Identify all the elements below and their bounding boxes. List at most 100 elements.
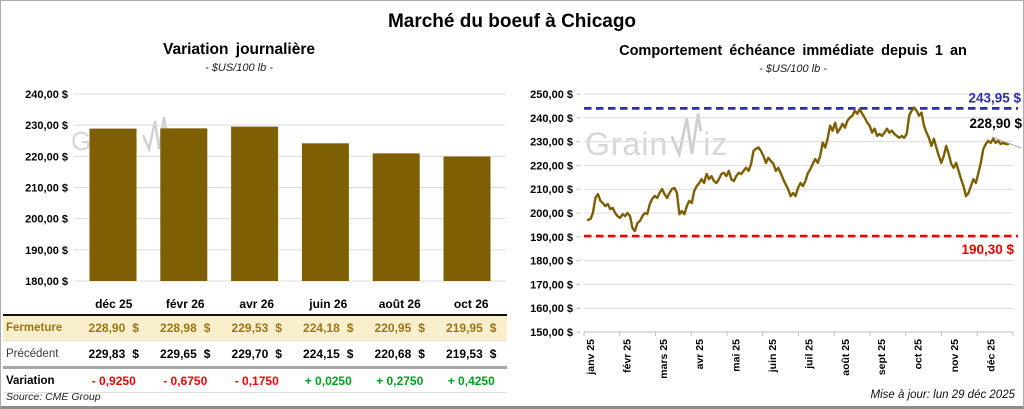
table-cell: 220,68 $ bbox=[364, 347, 436, 361]
y-tick-label: 150,00 $ bbox=[530, 327, 573, 339]
currency-symbol: $ bbox=[489, 321, 497, 335]
x-tick-label: avr 25 bbox=[694, 339, 706, 370]
cell-value: 229,53 bbox=[231, 321, 269, 335]
table-cell: - 0,9250 bbox=[78, 374, 150, 388]
price-table: déc 25 févr 26 avr 26 juin 26 août 26 oct 26 F… bbox=[3, 293, 507, 393]
y-tick-label: 240,00 $ bbox=[530, 113, 573, 125]
resistance-label: 243,95 $ bbox=[968, 90, 1021, 105]
x-tick-label: nov 25 bbox=[949, 339, 961, 372]
cell-value: 229,65 bbox=[160, 346, 197, 361]
y-tick-label: 190,00 $ bbox=[530, 232, 573, 244]
line-chart-subtitle: - $US/100 lb - bbox=[759, 63, 827, 75]
cell-value: 229,83 bbox=[88, 346, 126, 361]
leader-line bbox=[991, 136, 1022, 149]
table-cell: + 0,4250 bbox=[436, 374, 508, 388]
currency-symbol: $ bbox=[346, 321, 354, 335]
cell-value: 224,18 bbox=[303, 321, 340, 335]
watermark-text-prefix: Grain bbox=[585, 126, 669, 162]
bar bbox=[443, 156, 491, 281]
table-cell: 229,83 $ bbox=[78, 347, 150, 361]
table-cell: 229,70 $ bbox=[221, 347, 293, 361]
y-tick-label: 250,00 $ bbox=[530, 89, 573, 101]
y-tick-label: 240,00 $ bbox=[25, 89, 68, 101]
y-tick-label: 180,00 $ bbox=[25, 276, 68, 288]
bar bbox=[89, 128, 137, 281]
update-note: Mise à jour: lun 29 déc 2025 bbox=[870, 389, 1015, 401]
currency-symbol: $ bbox=[275, 321, 282, 335]
currency-symbol: $ bbox=[489, 346, 497, 361]
table-cell: 220,95 $ bbox=[364, 321, 436, 335]
cell-value: 228,90 bbox=[88, 321, 126, 335]
currency-symbol: $ bbox=[418, 346, 425, 361]
cell-value: 228,98 bbox=[160, 321, 197, 335]
table-cell: - 0,6750 bbox=[150, 374, 222, 388]
page-title: Marché du boeuf à Chicago bbox=[387, 11, 637, 32]
x-tick-label: févr 25 bbox=[621, 339, 633, 373]
y-tick-label: 230,00 $ bbox=[530, 137, 573, 149]
currency-symbol: $ bbox=[132, 321, 139, 335]
price-line bbox=[586, 106, 1010, 233]
table-cell: 228,90 $ bbox=[78, 321, 150, 335]
y-tick-label: 160,00 $ bbox=[530, 303, 573, 315]
table-cell: + 0,2750 bbox=[364, 374, 436, 388]
x-tick-label: juin 25 bbox=[767, 339, 779, 373]
table-row-previous: Précédent 229,83 $229,65 $229,70 $ 224,15 $220… bbox=[3, 341, 507, 369]
x-tick-label: mai 25 bbox=[731, 339, 743, 372]
table-cell: 224,18 $ bbox=[293, 321, 365, 335]
cell-value: - 0,9250 bbox=[91, 373, 136, 388]
column-header: avr 26 bbox=[239, 296, 275, 311]
bar-chart: 240,00 $ 230,00 $ 220,00 $ 210,00 $ 200,00 $… bbox=[25, 89, 506, 288]
x-tick-label: juil 25 bbox=[803, 339, 815, 370]
x-tick-label: sept 25 bbox=[876, 339, 888, 375]
column-header: déc 25 bbox=[95, 296, 133, 311]
currency-symbol: $ bbox=[346, 346, 354, 361]
watermark-zigzag-icon bbox=[141, 116, 167, 153]
row-label: Variation bbox=[6, 374, 55, 387]
currency-symbol: $ bbox=[203, 346, 211, 361]
source-note: Source: CME Group bbox=[6, 391, 101, 403]
cell-value: - 0,1750 bbox=[234, 373, 279, 388]
row-label: Fermeture bbox=[6, 322, 63, 334]
cell-value: + 0,0250 bbox=[304, 373, 352, 388]
bar-chart-subtitle: - $US/100 lb - bbox=[205, 62, 273, 74]
currency-symbol: $ bbox=[132, 346, 139, 361]
support-label: 190,30 $ bbox=[961, 242, 1014, 257]
x-tick-label: août 25 bbox=[840, 339, 852, 376]
x-tick-label: oct 25 bbox=[913, 339, 925, 370]
cell-value: + 0,2750 bbox=[376, 373, 424, 388]
bar bbox=[231, 126, 279, 281]
cell-value: 224,15 bbox=[303, 346, 340, 361]
bar-chart-title: Variation journalière bbox=[162, 41, 316, 58]
column-header: août 26 bbox=[378, 296, 421, 311]
y-tick-label: 190,00 $ bbox=[25, 245, 68, 257]
bar bbox=[160, 128, 208, 281]
line-chart-title: Comportement échéance immédiate depuis 1… bbox=[619, 43, 967, 59]
column-header: févr 26 bbox=[165, 296, 205, 311]
x-tick-label: janv 25 bbox=[585, 339, 597, 376]
x-tick-label: déc 25 bbox=[985, 339, 997, 372]
table-header-row: déc 25 févr 26 avr 26 juin 26 août 26 oct 26 bbox=[3, 293, 507, 316]
currency-symbol: $ bbox=[418, 321, 425, 335]
row-label: Précédent bbox=[6, 347, 59, 360]
y-tick-label: 180,00 $ bbox=[530, 256, 573, 268]
currency-symbol: $ bbox=[275, 346, 282, 361]
x-tick-label: mars 25 bbox=[658, 339, 670, 379]
table-cell: + 0,0250 bbox=[293, 374, 365, 388]
y-tick-label: 220,00 $ bbox=[25, 151, 68, 163]
table-cell: 228,98 $ bbox=[150, 321, 222, 335]
y-tick-label: 200,00 $ bbox=[530, 208, 573, 220]
y-tick-label: 220,00 $ bbox=[530, 160, 573, 172]
table-cell: 224,15 $ bbox=[293, 347, 365, 361]
cell-value: 220,95 bbox=[374, 321, 412, 335]
cell-value: 219,53 bbox=[446, 346, 483, 361]
bar bbox=[301, 143, 349, 281]
cell-value: 219,95 bbox=[446, 321, 483, 335]
y-tick-label: 170,00 $ bbox=[530, 279, 573, 291]
table-row-close: Fermeture 228,90 $228,98 $229,53 $224,18 $220… bbox=[3, 316, 507, 341]
watermark-right: Grain iz bbox=[585, 111, 728, 160]
table-cell: - 0,1750 bbox=[221, 374, 293, 388]
y-tick-label: 210,00 $ bbox=[530, 184, 573, 196]
y-tick-label: 200,00 $ bbox=[25, 214, 68, 226]
cell-value: + 0,4250 bbox=[447, 373, 495, 388]
table-cell: 229,65 $ bbox=[150, 347, 222, 361]
